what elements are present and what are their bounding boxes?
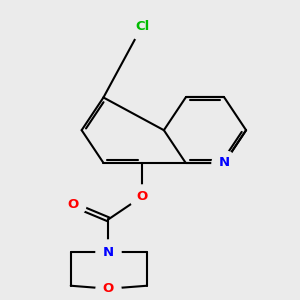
Text: N: N bbox=[219, 156, 230, 170]
Text: N: N bbox=[103, 245, 114, 259]
Text: O: O bbox=[67, 198, 78, 211]
Text: O: O bbox=[136, 190, 148, 203]
Text: O: O bbox=[103, 282, 114, 295]
Text: Cl: Cl bbox=[135, 20, 149, 33]
